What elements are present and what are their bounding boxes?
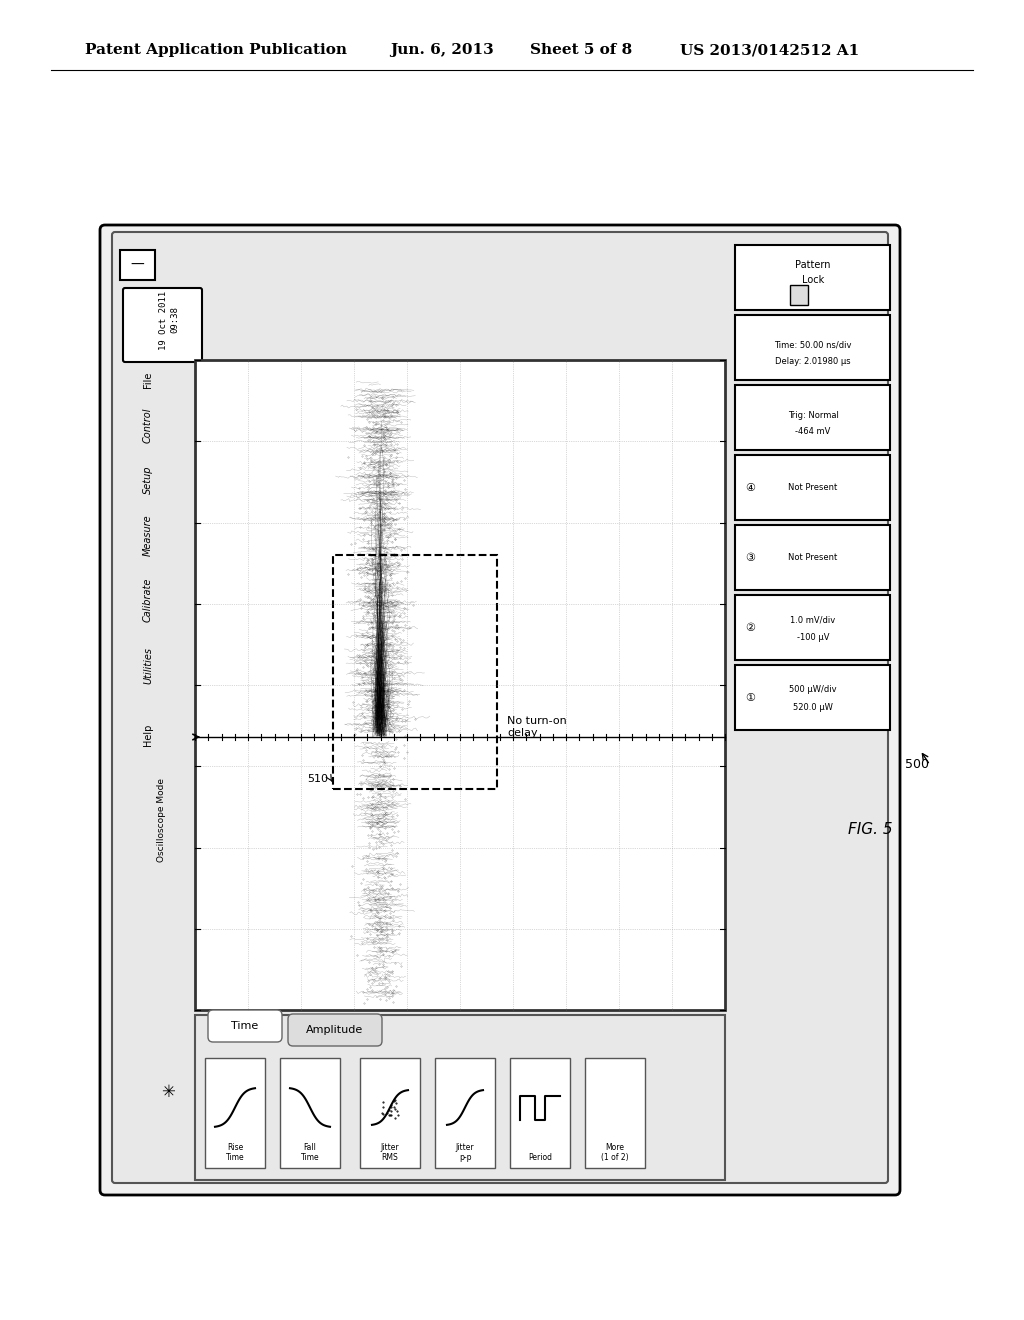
Bar	[280, 1059, 340, 1168]
Text: Help: Help	[143, 723, 153, 746]
Text: —: —	[130, 257, 144, 272]
Text: Jun. 6, 2013: Jun. 6, 2013	[390, 44, 494, 57]
Text: -100 μV: -100 μV	[797, 632, 829, 642]
Text: Trig: Normal: Trig: Normal	[787, 411, 839, 420]
Text: 19 Oct 2011: 19 Oct 2011	[159, 290, 168, 350]
Text: FIG. 5: FIG. 5	[848, 822, 892, 837]
Bar	[735, 525, 890, 590]
Text: Fall
Time: Fall Time	[301, 1143, 319, 1162]
FancyBboxPatch shape	[100, 224, 900, 1195]
Text: ✳: ✳	[161, 1082, 175, 1101]
Text: Not Present: Not Present	[788, 553, 838, 562]
Text: File: File	[143, 372, 153, 388]
Text: Measure: Measure	[143, 515, 153, 556]
Text: ④: ④	[745, 483, 755, 492]
Text: More
(1 of 2): More (1 of 2)	[601, 1143, 629, 1162]
Bar	[735, 665, 890, 730]
Bar	[735, 246, 890, 310]
Text: Patent Application Publication: Patent Application Publication	[85, 44, 347, 57]
Text: Time: Time	[231, 1020, 259, 1031]
Text: Pattern: Pattern	[796, 260, 830, 271]
Text: US 2013/0142512 A1: US 2013/0142512 A1	[680, 44, 859, 57]
Text: 500 μW/div: 500 μW/div	[790, 685, 837, 694]
Bar	[120, 249, 155, 280]
FancyBboxPatch shape	[288, 1014, 382, 1045]
Text: ②: ②	[745, 623, 755, 634]
Text: -464 mV: -464 mV	[796, 428, 830, 437]
Text: Jitter
RMS: Jitter RMS	[381, 1143, 399, 1162]
Text: 500: 500	[905, 759, 929, 771]
Text: ①: ①	[745, 693, 755, 704]
Text: 520.0 μW: 520.0 μW	[793, 702, 833, 711]
Bar	[735, 595, 890, 660]
Text: Rise
Time: Rise Time	[225, 1143, 245, 1162]
Bar	[435, 1059, 495, 1168]
Bar	[510, 1059, 570, 1168]
Text: Control: Control	[143, 408, 153, 442]
Text: Utilities: Utilities	[143, 647, 153, 684]
Text: 1.0 mV/div: 1.0 mV/div	[791, 615, 836, 624]
FancyBboxPatch shape	[112, 232, 888, 1183]
Bar	[735, 315, 890, 380]
Bar	[205, 1059, 265, 1168]
Text: 09:38: 09:38	[171, 306, 179, 334]
Text: Setup: Setup	[143, 466, 153, 494]
Bar	[790, 285, 808, 305]
Text: ③: ③	[745, 553, 755, 564]
FancyBboxPatch shape	[123, 288, 202, 362]
Text: Calibrate: Calibrate	[143, 578, 153, 622]
Text: Not Present: Not Present	[788, 483, 838, 492]
Bar	[334, 554, 497, 789]
Text: Amplitude: Amplitude	[306, 1026, 364, 1035]
Text: Oscilloscope Mode: Oscilloscope Mode	[158, 777, 167, 862]
Bar	[195, 1015, 725, 1180]
Bar	[735, 385, 890, 450]
Bar	[735, 455, 890, 520]
Bar	[585, 1059, 645, 1168]
Text: No turn-on
delay: No turn-on delay	[507, 715, 567, 738]
Text: 510: 510	[307, 774, 329, 784]
Text: Delay: 2.01980 μs: Delay: 2.01980 μs	[775, 358, 851, 367]
Text: Jitter
p-p: Jitter p-p	[456, 1143, 474, 1162]
FancyBboxPatch shape	[208, 1010, 282, 1041]
Text: Sheet 5 of 8: Sheet 5 of 8	[530, 44, 632, 57]
Bar	[195, 360, 725, 1010]
Text: Lock: Lock	[802, 275, 824, 285]
Text: Period: Period	[528, 1152, 552, 1162]
Bar	[360, 1059, 420, 1168]
Text: Time: 50.00 ns/div: Time: 50.00 ns/div	[774, 341, 852, 350]
